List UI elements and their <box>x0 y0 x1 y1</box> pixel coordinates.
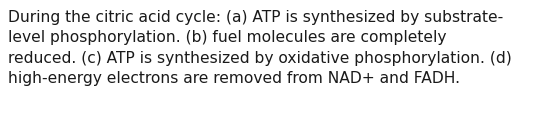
Text: During the citric acid cycle: (a) ATP is synthesized by substrate-
level phospho: During the citric acid cycle: (a) ATP is… <box>8 10 512 86</box>
